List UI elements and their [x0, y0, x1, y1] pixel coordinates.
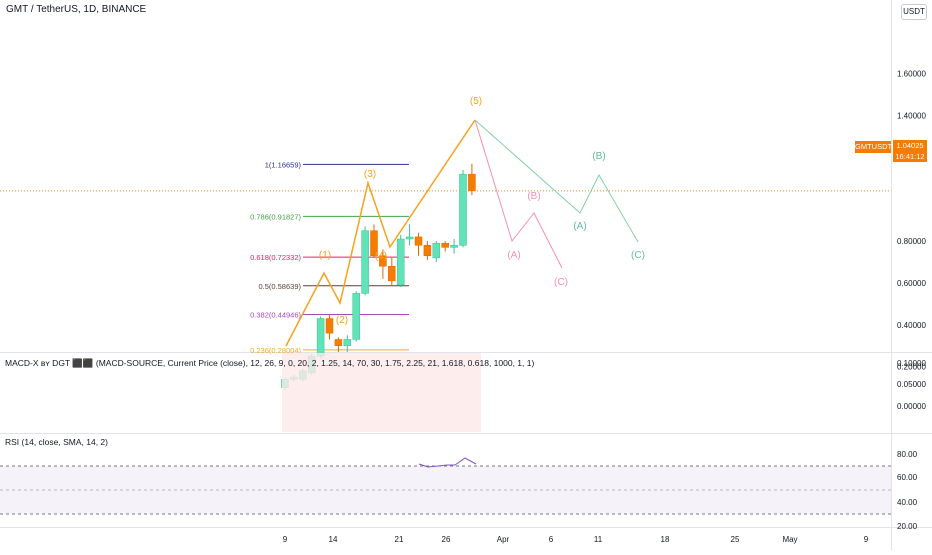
- wave-label: (B): [527, 191, 540, 202]
- projection-abc-green[interactable]: [474, 119, 639, 243]
- wave-label: (C): [554, 277, 568, 288]
- time-axis-label: 9: [864, 535, 869, 544]
- price-axis-label: 0.60000: [897, 279, 926, 288]
- time-axis-label: 26: [442, 535, 451, 544]
- wave-label: (4): [375, 251, 387, 262]
- fib-level-label: 0.786(0.91827): [250, 212, 301, 221]
- wave-label: (3): [364, 169, 376, 180]
- wave-label: (A): [573, 221, 586, 232]
- current-price-value: 1.04025: [896, 141, 924, 150]
- candle-body[interactable]: [361, 230, 369, 294]
- price-axis-label: 0.20000: [897, 363, 926, 372]
- candle-body[interactable]: [414, 236, 423, 246]
- rsi-axis-label: 20.00: [897, 522, 918, 531]
- candle-body[interactable]: [316, 318, 325, 357]
- time-axis-label: Apr: [497, 535, 510, 544]
- macd-axis-label: 0.10000: [897, 359, 926, 368]
- impulse-wave-path[interactable]: [285, 119, 476, 347]
- price-axis-label: 1.60000: [897, 70, 926, 79]
- wave-label: (C): [631, 250, 645, 261]
- fib-level-label: 0.5(0.58639): [258, 282, 301, 291]
- symbol-price-tag: GMTUSDT: [855, 141, 893, 153]
- time-axis-label: 14: [329, 535, 338, 544]
- time-axis-label: 11: [594, 535, 603, 544]
- fib-level-label: 0.618(0.72332): [250, 253, 301, 262]
- candle-body[interactable]: [388, 265, 396, 282]
- wave-label: (1): [319, 250, 331, 261]
- candle-body[interactable]: [396, 238, 405, 286]
- time-axis-label: May: [782, 535, 797, 544]
- candle-body[interactable]: [423, 245, 432, 256]
- candle-body[interactable]: [432, 242, 441, 259]
- bar-countdown: 16:41:12: [895, 152, 925, 161]
- rsi-axis-label: 60.00: [897, 473, 918, 482]
- rsi-axis-label: 80.00: [897, 450, 918, 459]
- time-axis-label: 25: [731, 535, 740, 544]
- time-axis-label: 9: [283, 535, 288, 544]
- time-axis-label: 18: [661, 535, 670, 544]
- price-axis-label: 0.40000: [897, 321, 926, 330]
- macd-axis-label: 0.00000: [897, 402, 926, 411]
- wave-label: (A): [507, 250, 520, 261]
- current-price-badge: 1.04025 16:41:12: [893, 140, 927, 162]
- macd-axis-label: 0.05000: [897, 380, 926, 389]
- wave-label: (B): [592, 151, 605, 162]
- currency-button[interactable]: USDT: [901, 4, 927, 20]
- projection-abc-pink[interactable]: [474, 119, 563, 269]
- price-axis-label: 1.40000: [897, 112, 926, 121]
- candle-body[interactable]: [370, 230, 378, 256]
- fib-level-label: 0.382(0.44946): [250, 310, 301, 319]
- wave-label: (2): [336, 315, 348, 326]
- symbol-title[interactable]: GMT / TetherUS, 1D, BINANCE: [6, 4, 147, 15]
- price-axis-label: 0.80000: [897, 237, 926, 246]
- candle-body[interactable]: [352, 293, 360, 340]
- candle-body[interactable]: [334, 339, 343, 346]
- macd-indicator-title[interactable]: MACD-X вʏ DGT ⬛⬛ (MACD-SOURCE, Current P…: [5, 358, 535, 368]
- candle-body[interactable]: [405, 236, 414, 240]
- macd-highlight-zone: [282, 353, 481, 432]
- rsi-line[interactable]: [418, 457, 477, 468]
- fib-level-label: 1(1.16659): [265, 160, 302, 169]
- wave-label: (5): [470, 96, 482, 107]
- rsi-axis-label: 40.00: [897, 498, 918, 507]
- candle-body[interactable]: [459, 173, 467, 246]
- time-axis-label: 6: [549, 535, 554, 544]
- rsi-indicator-title[interactable]: RSI (14, close, SMA, 14, 2): [5, 437, 108, 447]
- candle-body[interactable]: [450, 245, 458, 248]
- fib-level-label: 0.236(0.28004): [250, 346, 301, 355]
- candle-body[interactable]: [379, 255, 387, 267]
- time-axis-label: 21: [395, 535, 404, 544]
- candle-body[interactable]: [468, 173, 476, 192]
- candle-body[interactable]: [343, 339, 352, 346]
- candle-body[interactable]: [441, 242, 449, 248]
- candle-body[interactable]: [325, 318, 334, 334]
